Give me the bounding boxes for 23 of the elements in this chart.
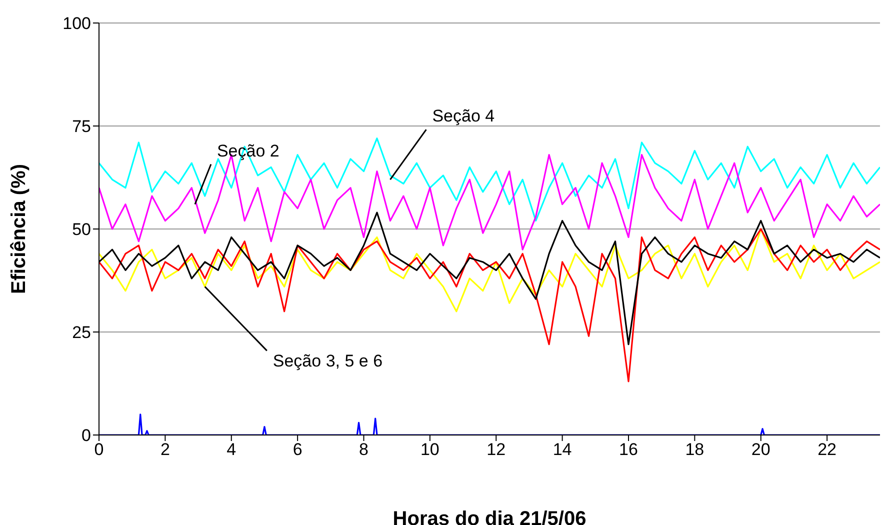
y-tick-label: 50 xyxy=(72,220,91,240)
x-tick-label: 12 xyxy=(486,440,506,460)
x-tick-label: 16 xyxy=(619,440,638,460)
line-series xyxy=(99,228,880,382)
x-tick-label: 14 xyxy=(552,440,572,460)
x-tick-label: 6 xyxy=(292,440,302,460)
annotation: Seção 3, 5 e 6 xyxy=(272,352,383,371)
y-tick-label: 75 xyxy=(72,117,91,136)
x-tick-label: 8 xyxy=(359,440,368,460)
y-axis-title: Eficiência (%) xyxy=(8,164,30,294)
x-tick-label: 4 xyxy=(226,440,236,460)
y-tick-label: 25 xyxy=(72,323,91,342)
line-series xyxy=(99,138,880,222)
y-tick-label: 100 xyxy=(62,14,91,34)
y-tick-label: 0 xyxy=(82,426,91,446)
x-tick-label: 0 xyxy=(94,440,104,460)
annotation: Seção 4 xyxy=(432,106,495,126)
x-tick-label: 18 xyxy=(685,440,704,460)
line-series xyxy=(99,228,880,312)
x-tick-label: 20 xyxy=(751,440,770,460)
x-tick-label: 2 xyxy=(160,440,170,460)
x-tick-label: 10 xyxy=(420,440,440,460)
x-tick-label: 22 xyxy=(818,440,837,460)
